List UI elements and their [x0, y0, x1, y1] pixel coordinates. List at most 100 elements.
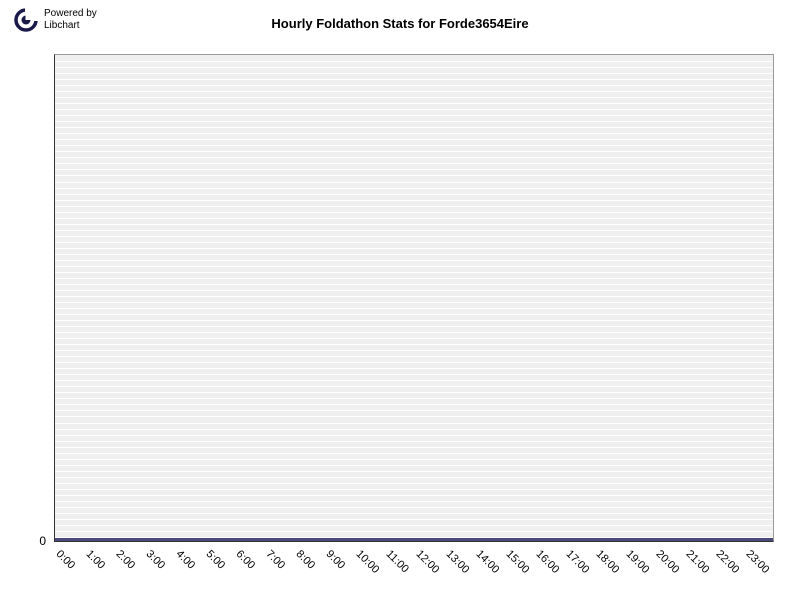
x-tick-label: 9:00 [323, 548, 347, 572]
grid-line [55, 163, 773, 164]
x-tick-label: 12:00 [413, 548, 441, 576]
grid-line [55, 61, 773, 62]
grid-line [55, 489, 773, 490]
grid-line [55, 392, 773, 393]
baseline-bar [55, 538, 773, 541]
grid-line [55, 139, 773, 140]
grid-line [55, 97, 773, 98]
x-tick-label: 21:00 [683, 548, 711, 576]
grid-line [55, 127, 773, 128]
x-tick-label: 0:00 [53, 548, 77, 572]
grid-line [55, 410, 773, 411]
x-tick-label: 23:00 [743, 548, 771, 576]
grid-line [55, 435, 773, 436]
powered-by-text: Powered by Libchart [44, 8, 97, 32]
x-tick-label: 11:00 [383, 548, 410, 575]
grid-line [55, 302, 773, 303]
x-tick-label: 5:00 [203, 548, 227, 572]
grid-line [55, 260, 773, 261]
grid-line [55, 453, 773, 454]
grid-line [55, 483, 773, 484]
grid-line [55, 212, 773, 213]
grid-line [55, 495, 773, 496]
grid-line [55, 308, 773, 309]
grid-line [55, 374, 773, 375]
y-tick-label: 0 [0, 534, 46, 548]
grid-line [55, 278, 773, 279]
x-tick-label: 20:00 [653, 548, 681, 576]
x-tick-label: 10:00 [353, 548, 381, 576]
x-tick-label: 18:00 [593, 548, 621, 576]
grid-line [55, 145, 773, 146]
chart-title: Hourly Foldathon Stats for Forde3654Eire [271, 16, 528, 31]
grid-line [55, 272, 773, 273]
grid-line [55, 200, 773, 201]
grid-line [55, 169, 773, 170]
x-tick-label: 16:00 [533, 548, 561, 576]
grid-line [55, 507, 773, 508]
grid-line [55, 133, 773, 134]
grid-line [55, 236, 773, 237]
grid-line [55, 254, 773, 255]
grid-line [55, 188, 773, 189]
grid-line [55, 501, 773, 502]
grid-line [55, 296, 773, 297]
grid-line [55, 386, 773, 387]
x-tick-label: 17:00 [563, 548, 591, 576]
libchart-logo-icon [14, 8, 38, 32]
grid-line [55, 465, 773, 466]
x-tick-label: 3:00 [143, 548, 167, 572]
grid-line [55, 471, 773, 472]
grid-line [55, 182, 773, 183]
grid-line [55, 73, 773, 74]
grid-line [55, 175, 773, 176]
grid-line [55, 218, 773, 219]
grid-line [55, 477, 773, 478]
grid-line [55, 519, 773, 520]
grid-line [55, 230, 773, 231]
grid-line [55, 85, 773, 86]
grid-line [55, 224, 773, 225]
grid-line [55, 67, 773, 68]
x-tick-label: 15:00 [503, 548, 531, 576]
grid-line [55, 284, 773, 285]
header: Powered by Libchart [14, 8, 97, 32]
grid-line [55, 194, 773, 195]
grid-line [55, 157, 773, 158]
x-tick-label: 14:00 [473, 548, 501, 576]
grid-line [55, 290, 773, 291]
grid-line [55, 441, 773, 442]
grid-line [55, 447, 773, 448]
grid-line [55, 404, 773, 405]
grid-line [55, 356, 773, 357]
grid-line [55, 206, 773, 207]
x-tick-label: 22:00 [713, 548, 741, 576]
grid-line [55, 525, 773, 526]
grid-line [55, 151, 773, 152]
x-tick-label: 13:00 [443, 548, 471, 576]
grid-line [55, 362, 773, 363]
grid-line [55, 338, 773, 339]
grid-line [55, 368, 773, 369]
x-tick-label: 19:00 [623, 548, 651, 576]
grid-line [55, 320, 773, 321]
grid-line [55, 242, 773, 243]
grid-line [55, 115, 773, 116]
powered-by-line1: Powered by [44, 8, 97, 20]
grid-line [55, 513, 773, 514]
grid-line [55, 416, 773, 417]
grid-line [55, 398, 773, 399]
grid-line [55, 423, 773, 424]
grid-line [55, 429, 773, 430]
grid-line [55, 266, 773, 267]
grid-line [55, 314, 773, 315]
x-tick-label: 4:00 [173, 548, 197, 572]
powered-by-line2: Libchart [44, 20, 97, 32]
x-tick-label: 8:00 [293, 548, 317, 572]
grid-line [55, 326, 773, 327]
x-tick-label: 7:00 [263, 548, 287, 572]
x-tick-label: 1:00 [83, 548, 107, 572]
grid-line [55, 79, 773, 80]
grid-line [55, 91, 773, 92]
plot-area [54, 54, 774, 542]
